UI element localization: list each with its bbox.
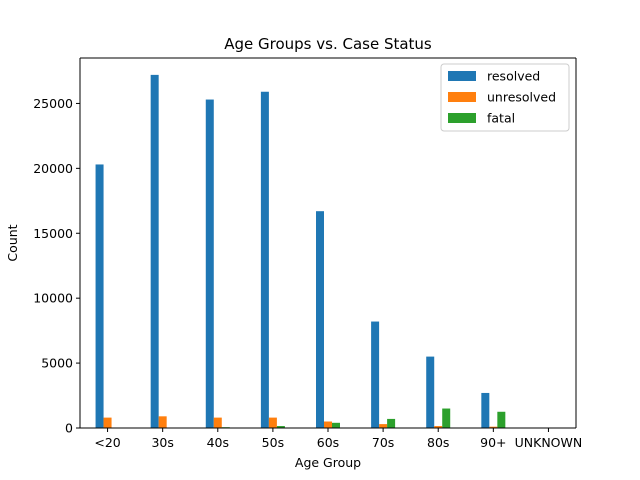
bar-resolved (95, 164, 104, 428)
legend-label-unresolved: unresolved (487, 90, 556, 105)
bar-fatal (332, 422, 340, 428)
bar-resolved (260, 91, 269, 428)
legend: resolved unresolved fatal (440, 63, 570, 132)
x-axis-label: Age Group (295, 455, 361, 470)
x-tick-label: 70s (372, 435, 394, 450)
x-tick-label: 30s (151, 435, 173, 450)
bar-resolved (426, 356, 435, 428)
x-tick-label: 60s (317, 435, 339, 450)
bar-unresolved (103, 417, 112, 428)
chart-title: Age Groups vs. Case Status (224, 35, 432, 53)
bar-unresolved (268, 417, 277, 428)
bar-fatal (497, 411, 506, 428)
x-tick-label: 90+ (480, 435, 506, 450)
bar-fatal (387, 418, 396, 428)
y-tick-label: 20000 (33, 161, 73, 176)
y-tick-label: 0 (65, 421, 73, 436)
y-tick-label: 10000 (33, 291, 73, 306)
legend-label-resolved: resolved (487, 69, 540, 84)
legend-label-fatal: fatal (487, 111, 515, 126)
y-tick-label: 25000 (33, 96, 73, 111)
x-tick-label: <20 (94, 435, 120, 450)
x-tick-label: 40s (207, 435, 229, 450)
bar-resolved (205, 99, 214, 428)
y-tick-label: 15000 (33, 226, 73, 241)
bar-fatal (442, 408, 451, 428)
x-axis-ticks: <20 30s 40s 50s 60s 70s 80s 90+ UNKNOWN (94, 428, 582, 450)
bar-resolved (481, 392, 490, 428)
y-axis-ticks: 0 5000 10000 15000 20000 25000 (33, 96, 80, 436)
x-tick-label: 50s (262, 435, 284, 450)
y-tick-label: 5000 (41, 356, 73, 371)
x-tick-label: 80s (427, 435, 449, 450)
bar-unresolved (158, 416, 167, 428)
legend-swatch-resolved (448, 71, 476, 81)
bar-unresolved (324, 421, 332, 428)
bar-fatal (276, 426, 285, 428)
bar-unresolved (489, 426, 498, 428)
bar-unresolved (434, 426, 443, 428)
x-tick-label: UNKNOWN (515, 435, 583, 450)
bars-group (95, 74, 545, 428)
legend-swatch-unresolved (448, 92, 476, 102)
bar-resolved (150, 74, 159, 428)
bar-resolved (371, 321, 380, 428)
bar-resolved (316, 211, 324, 428)
legend-swatch-fatal (448, 113, 476, 123)
bar-unresolved (379, 424, 388, 428)
bar-unresolved (213, 417, 222, 428)
y-axis-label: Count (5, 224, 20, 261)
